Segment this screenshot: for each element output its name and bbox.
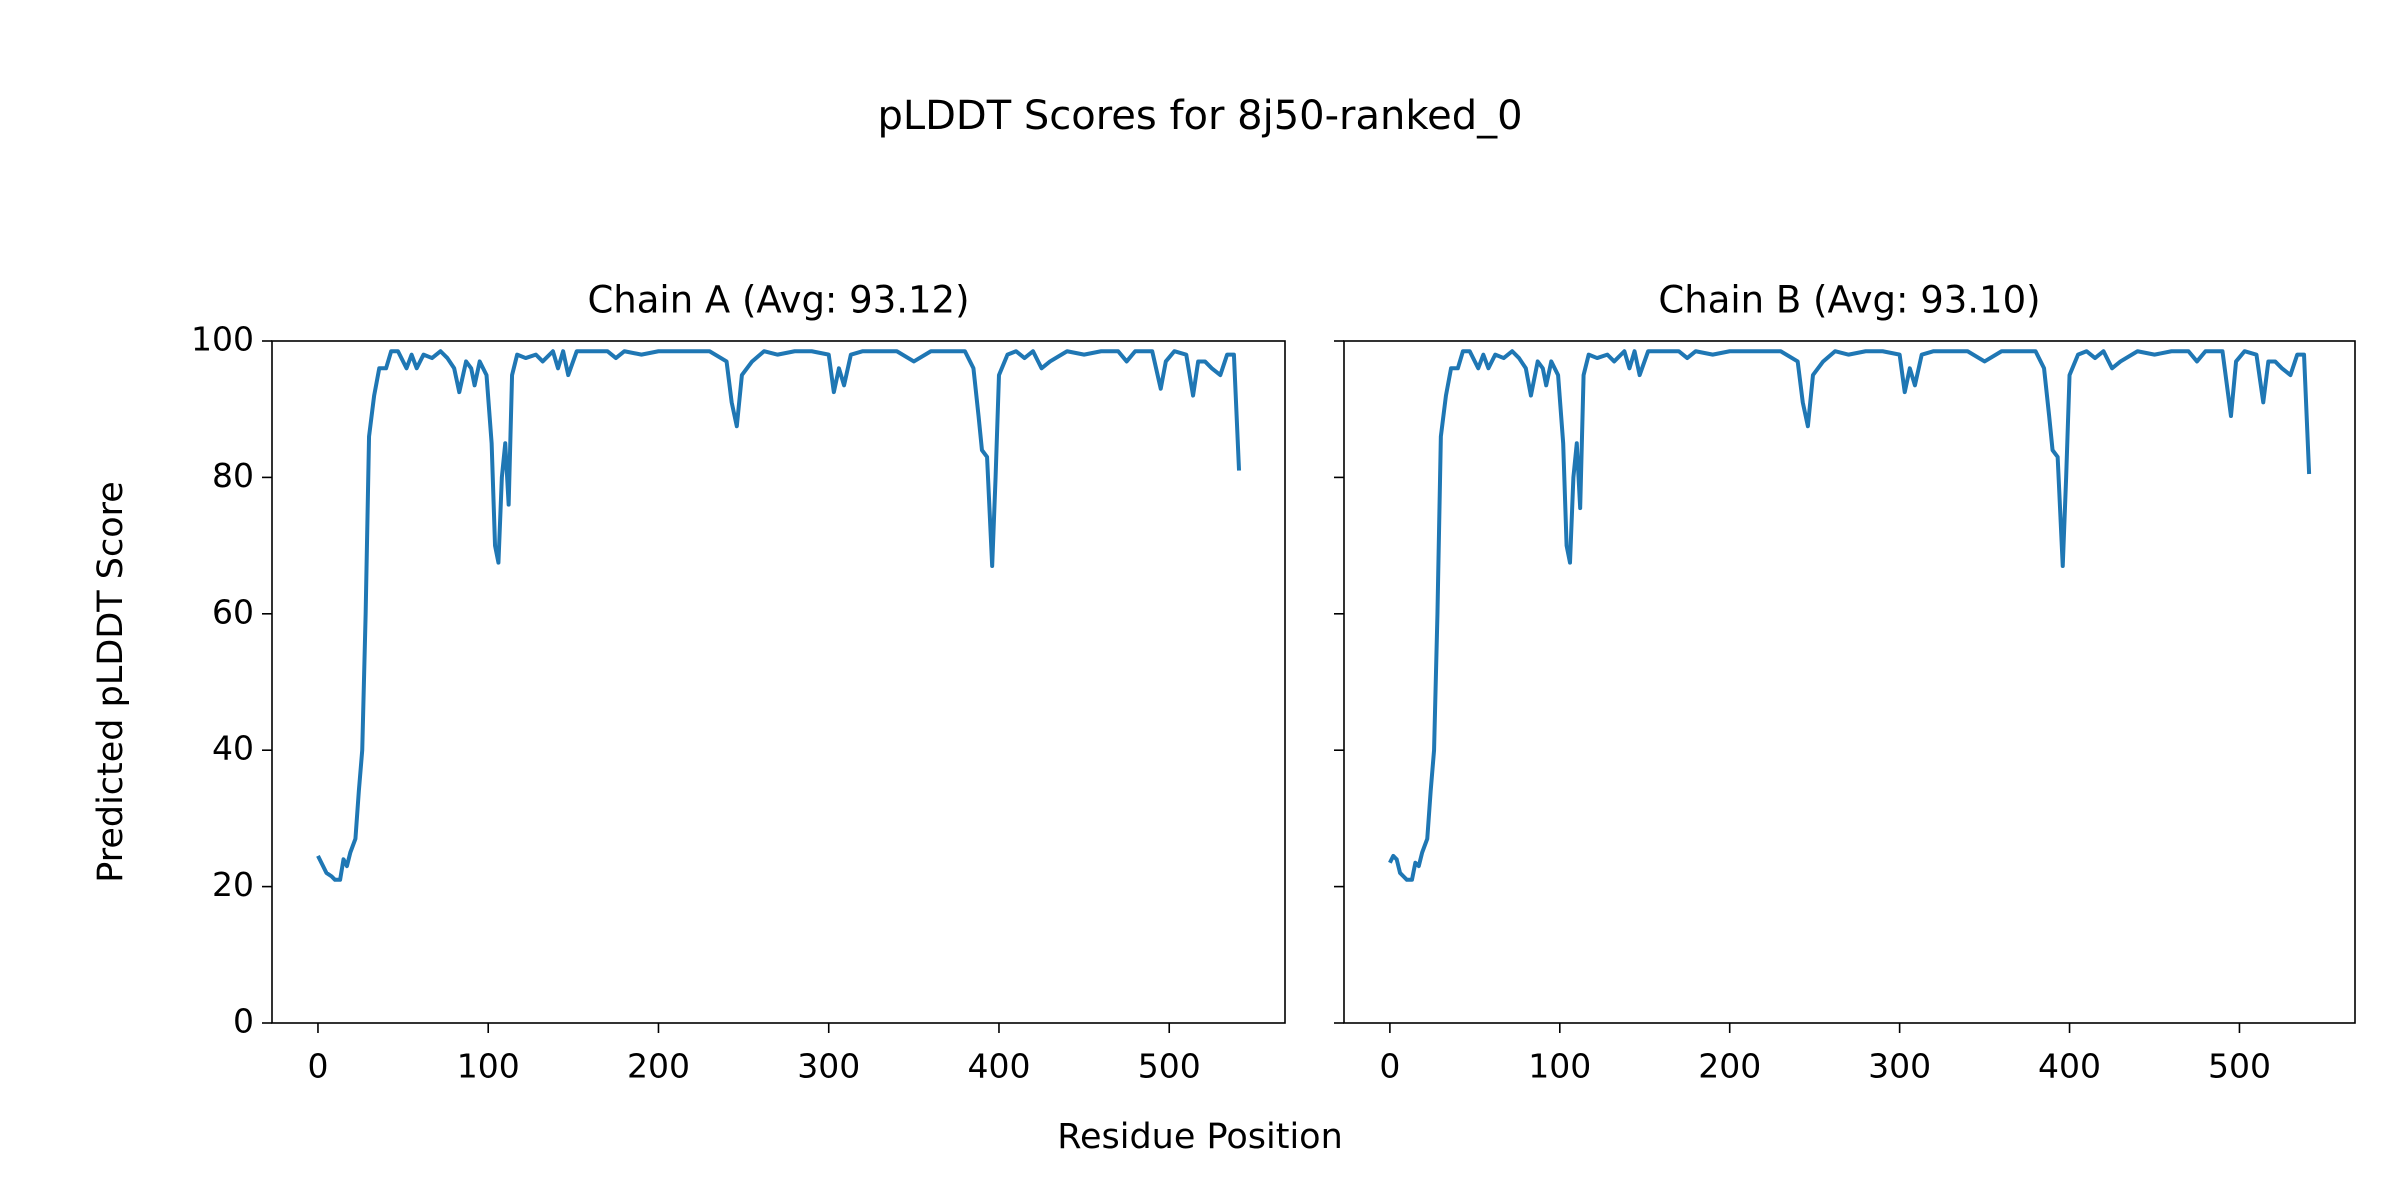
x-tick-label: 400 [2038, 1047, 2101, 1086]
x-tick-label: 100 [1528, 1047, 1591, 1086]
x-tick-label: 0 [1379, 1047, 1400, 1086]
y-axis-label: Predicted pLDDT Score [91, 481, 131, 883]
x-tick-label: 500 [2208, 1047, 2271, 1086]
y-tick-label: 20 [212, 865, 254, 904]
x-tick-label: 100 [457, 1047, 520, 1086]
x-tick-label: 300 [1868, 1047, 1931, 1086]
subplot-title: Chain B (Avg: 93.10) [1658, 279, 2040, 322]
y-tick-label: 40 [212, 729, 254, 768]
x-tick-label: 0 [307, 1047, 328, 1086]
data-line [1388, 349, 2312, 882]
axes-frame [1343, 340, 2356, 1024]
x-tick-label: 300 [797, 1047, 860, 1086]
x-tick-label: 500 [1138, 1047, 1201, 1086]
x-axis-label: Residue Position [1057, 1117, 1343, 1157]
subplot-title: Chain A (Avg: 93.12) [587, 279, 969, 322]
y-tick-label: 80 [212, 456, 254, 495]
data-line [316, 349, 1242, 882]
axes-frame [271, 340, 1286, 1024]
y-tick-label: 60 [212, 592, 254, 631]
y-tick-label: 0 [233, 1002, 254, 1041]
figure-title: pLDDT Scores for 8j50-ranked_0 [877, 93, 1522, 139]
x-tick-label: 200 [1698, 1047, 1761, 1086]
x-tick-label: 400 [967, 1047, 1030, 1086]
x-tick-label: 200 [627, 1047, 690, 1086]
y-tick-label: 100 [191, 320, 254, 359]
